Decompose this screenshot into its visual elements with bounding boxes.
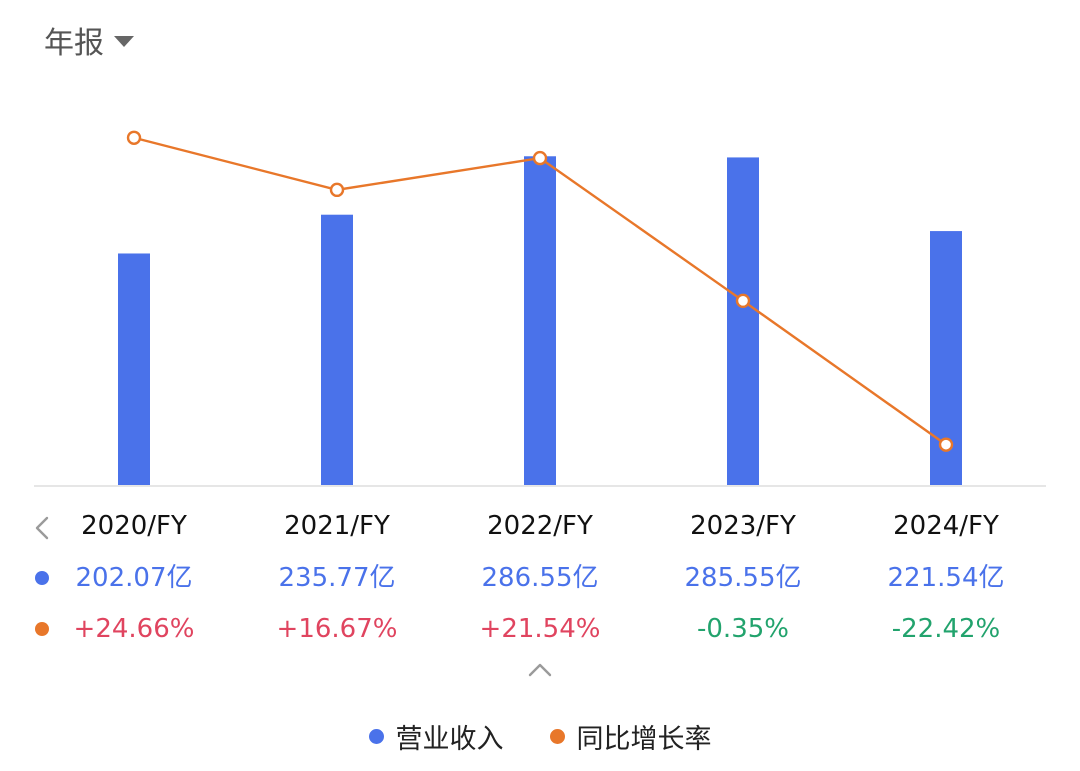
year-row: 2020/FY 2021/FY 2022/FY 2023/FY 2024/FY bbox=[0, 506, 1080, 546]
growth-dot-icon bbox=[35, 622, 49, 636]
year-label: 2024/FY bbox=[893, 511, 999, 541]
revenue-value: 286.55亿 bbox=[481, 563, 599, 593]
chevron-up-icon[interactable] bbox=[524, 654, 556, 686]
year-label: 2020/FY bbox=[81, 511, 187, 541]
growth-point bbox=[532, 150, 548, 166]
revenue-value: 235.77亿 bbox=[278, 563, 396, 593]
revenue-value: 202.07亿 bbox=[75, 563, 193, 593]
year-label: 2023/FY bbox=[690, 511, 796, 541]
growth-point bbox=[735, 293, 751, 308]
year-label: 2021/FY bbox=[284, 511, 390, 541]
revenue-growth-chart bbox=[34, 130, 1046, 487]
revenue-dot-icon bbox=[35, 571, 49, 585]
revenue-bar bbox=[321, 214, 353, 487]
revenue-value: 221.54亿 bbox=[887, 563, 1005, 593]
caret-down-icon bbox=[114, 36, 134, 47]
period-label: 年报 bbox=[44, 26, 104, 61]
chevron-left-icon[interactable] bbox=[30, 508, 54, 548]
growth-point bbox=[126, 130, 142, 145]
growth-value: -0.35% bbox=[697, 614, 789, 644]
year-label: 2022/FY bbox=[487, 511, 593, 541]
legend-label-growth: 同比增长率 bbox=[576, 723, 712, 755]
growth-point bbox=[938, 437, 954, 452]
revenue-bar bbox=[727, 157, 759, 486]
legend-item-revenue[interactable]: 营业收入 bbox=[368, 717, 504, 756]
revenue-legend-dot-icon bbox=[368, 728, 384, 744]
chart-legend: 营业收入 同比增长率 bbox=[0, 716, 1080, 756]
revenue-row: 202.07亿 235.77亿 286.55亿 285.55亿 221.54亿 bbox=[0, 558, 1080, 598]
growth-value: +21.54% bbox=[479, 614, 601, 644]
period-dropdown[interactable]: 年报 bbox=[44, 18, 134, 62]
growth-point bbox=[329, 182, 345, 198]
growth-value: -22.42% bbox=[891, 614, 1001, 644]
revenue-bar bbox=[118, 253, 150, 486]
growth-value: +24.66% bbox=[73, 614, 195, 644]
legend-item-growth[interactable]: 同比增长率 bbox=[549, 717, 712, 756]
growth-row: +24.66% +16.67% +21.54% -0.35% -22.42% bbox=[0, 609, 1080, 649]
growth-legend-dot-icon bbox=[549, 728, 565, 744]
revenue-bar bbox=[524, 156, 556, 486]
growth-value: +16.67% bbox=[276, 614, 398, 644]
legend-label-revenue: 营业收入 bbox=[395, 723, 504, 755]
revenue-value: 285.55亿 bbox=[684, 563, 802, 593]
